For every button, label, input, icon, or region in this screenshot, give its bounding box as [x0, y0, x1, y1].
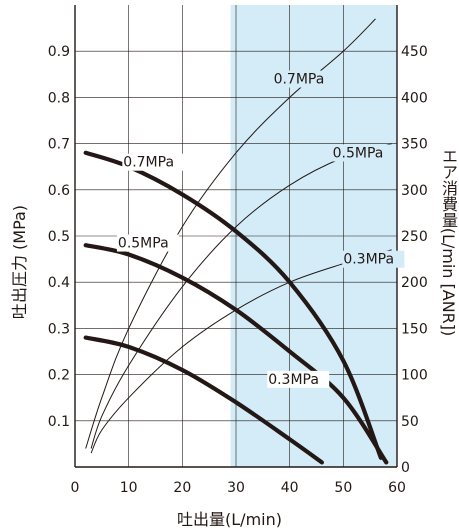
air-consumption-curve-03mpa	[90, 249, 392, 454]
annotation-background	[122, 153, 185, 171]
y-right-tick-label: 300	[401, 183, 428, 199]
x-tick-label: 10	[120, 480, 138, 496]
y-right-tick-label: 400	[401, 90, 428, 106]
y-right-tick-label: 200	[401, 275, 428, 291]
annotation-background	[272, 70, 335, 88]
air-consumption-label-03mpa: 0.3MPa	[343, 252, 394, 268]
annotation-background	[267, 370, 330, 388]
y-right-tick-label: 350	[401, 137, 428, 153]
y-right-tick-label: 150	[401, 321, 428, 337]
y-left-tick-label: 0.1	[48, 414, 70, 430]
y-left-tick-label: 0.8	[48, 90, 70, 106]
y-left-tick-label: 0.3	[48, 321, 70, 337]
y-right-tick-label: 0	[401, 460, 410, 476]
x-tick-label: 40	[281, 480, 299, 496]
x-tick-label: 60	[388, 480, 406, 496]
y-left-tick-label: 0.5	[48, 229, 70, 245]
x-axis-title: 吐出量(L/min)	[177, 510, 282, 529]
x-tick-label: 0	[71, 480, 80, 496]
y-right-tick-label: 50	[401, 414, 419, 430]
x-tick-label: 20	[173, 480, 191, 496]
y-axis-left-title: 吐出圧力 (MPa)	[10, 204, 29, 320]
annotation-background	[342, 250, 405, 268]
discharge-pressure-label-05mpa: 0.5MPa	[118, 236, 169, 252]
y-left-tick-label: 0.6	[48, 183, 70, 199]
air-consumption-label-07mpa: 0.7MPa	[274, 72, 325, 88]
discharge-pressure-label-03mpa: 0.3MPa	[268, 372, 319, 388]
y-left-tick-label: 0.4	[48, 275, 70, 291]
x-tick-label: 50	[334, 480, 352, 496]
annotation-background	[116, 234, 179, 252]
y-right-tick-label: 450	[401, 44, 428, 60]
y-right-tick-label: 250	[401, 229, 428, 245]
y-left-tick-label: 0.2	[48, 368, 70, 384]
discharge-pressure-curve-03mpa	[83, 335, 324, 465]
air-consumption-label-05mpa: 0.5MPa	[333, 145, 384, 161]
y-left-tick-label: 0.9	[48, 44, 70, 60]
y-left-tick-label: 0.7	[48, 137, 70, 153]
discharge-pressure-curve-05mpa	[83, 243, 389, 465]
x-tick-label: 30	[227, 480, 245, 496]
y-axis-right-title: エア消費量(L/min [ANR])	[439, 147, 458, 337]
y-right-tick-label: 100	[401, 368, 428, 384]
discharge-pressure-label-07mpa: 0.7MPa	[123, 155, 174, 171]
annotation-background	[331, 144, 394, 162]
air-consumption-curve-07mpa	[85, 18, 376, 449]
